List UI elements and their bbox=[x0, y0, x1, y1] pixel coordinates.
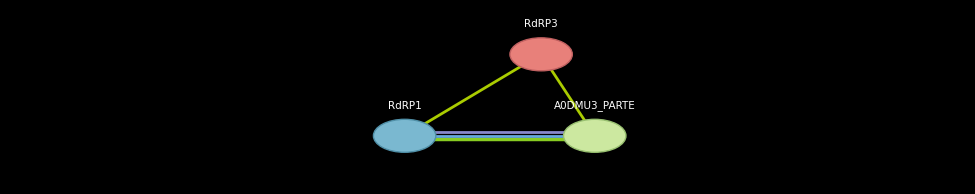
Ellipse shape bbox=[510, 38, 572, 71]
Text: RdRP1: RdRP1 bbox=[388, 100, 421, 111]
Text: RdRP3: RdRP3 bbox=[525, 19, 558, 29]
Text: A0DMU3_PARTE: A0DMU3_PARTE bbox=[554, 100, 636, 111]
Ellipse shape bbox=[564, 119, 626, 152]
Ellipse shape bbox=[373, 119, 436, 152]
